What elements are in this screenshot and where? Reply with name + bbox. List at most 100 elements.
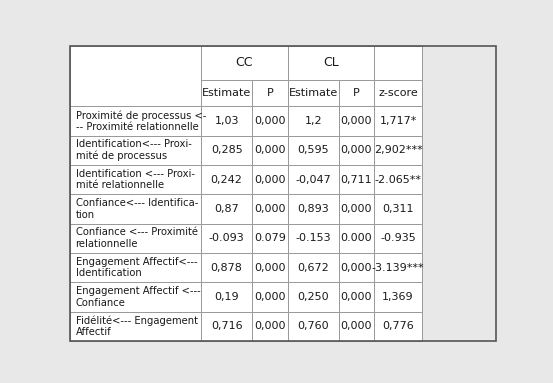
Text: 0,776: 0,776 xyxy=(382,321,414,331)
Text: 0,878: 0,878 xyxy=(211,263,243,273)
Text: 0.000: 0.000 xyxy=(341,233,372,243)
Bar xyxy=(201,253,252,282)
Text: 2,902***: 2,902*** xyxy=(374,146,422,155)
Bar xyxy=(70,106,201,136)
Text: 0,000: 0,000 xyxy=(341,321,372,331)
Text: CC: CC xyxy=(236,56,253,69)
Text: 1,717*: 1,717* xyxy=(379,116,417,126)
Bar xyxy=(338,311,374,341)
Bar xyxy=(288,46,374,80)
Text: Confiance <--- Proximité
relationnelle: Confiance <--- Proximité relationnelle xyxy=(76,228,197,249)
Text: 0,250: 0,250 xyxy=(298,292,329,302)
Bar xyxy=(288,106,338,136)
Text: 0,711: 0,711 xyxy=(341,175,372,185)
Bar xyxy=(374,136,422,165)
Text: 0,311: 0,311 xyxy=(382,204,414,214)
Bar xyxy=(288,224,338,253)
Bar xyxy=(374,311,422,341)
Text: 0,242: 0,242 xyxy=(211,175,243,185)
Bar xyxy=(252,282,288,311)
Text: Fidélité<--- Engagement
Affectif: Fidélité<--- Engagement Affectif xyxy=(76,315,197,337)
Text: 0,000: 0,000 xyxy=(341,263,372,273)
Bar xyxy=(70,194,201,224)
Text: -0.935: -0.935 xyxy=(380,233,416,243)
Text: 0,000: 0,000 xyxy=(341,116,372,126)
Bar xyxy=(374,165,422,194)
Bar xyxy=(201,282,252,311)
Text: 0,000: 0,000 xyxy=(254,204,286,214)
Text: 0,000: 0,000 xyxy=(341,146,372,155)
Text: 0,000: 0,000 xyxy=(341,204,372,214)
Text: -0.153: -0.153 xyxy=(295,233,331,243)
Text: Estimate: Estimate xyxy=(289,88,338,98)
Bar xyxy=(338,282,374,311)
Text: CL: CL xyxy=(323,56,339,69)
Text: P: P xyxy=(267,88,273,98)
Text: 0,87: 0,87 xyxy=(214,204,239,214)
Text: 0.079: 0.079 xyxy=(254,233,286,243)
Bar xyxy=(201,106,252,136)
Text: 0,000: 0,000 xyxy=(254,321,286,331)
Bar xyxy=(374,80,422,106)
Bar xyxy=(201,136,252,165)
Text: 0,760: 0,760 xyxy=(298,321,329,331)
Bar xyxy=(70,224,201,253)
Bar xyxy=(70,311,201,341)
Bar xyxy=(252,165,288,194)
Bar xyxy=(374,282,422,311)
Bar xyxy=(70,165,201,194)
Bar xyxy=(288,311,338,341)
Bar xyxy=(252,106,288,136)
Bar xyxy=(338,106,374,136)
Text: -0.093: -0.093 xyxy=(208,233,244,243)
Bar xyxy=(201,224,252,253)
Text: Identification<--- Proxi-
mité de processus: Identification<--- Proxi- mité de proces… xyxy=(76,139,191,162)
Text: -0,047: -0,047 xyxy=(295,175,331,185)
Bar xyxy=(252,224,288,253)
Bar xyxy=(338,136,374,165)
Bar xyxy=(201,194,252,224)
Text: Engagement Affectif <---
Confiance: Engagement Affectif <--- Confiance xyxy=(76,286,200,308)
Bar xyxy=(338,80,374,106)
Bar xyxy=(201,80,252,106)
Bar xyxy=(252,136,288,165)
Bar xyxy=(338,224,374,253)
Bar xyxy=(70,136,201,165)
Text: 0,000: 0,000 xyxy=(254,116,286,126)
Bar xyxy=(252,311,288,341)
Bar xyxy=(288,194,338,224)
Text: -2.065**: -2.065** xyxy=(374,175,421,185)
Bar xyxy=(338,194,374,224)
Bar xyxy=(374,224,422,253)
Bar xyxy=(288,282,338,311)
Text: Engagement Affectif<---
Identification: Engagement Affectif<--- Identification xyxy=(76,257,197,278)
Text: Estimate: Estimate xyxy=(202,88,251,98)
Text: 1,2: 1,2 xyxy=(304,116,322,126)
Bar xyxy=(374,253,422,282)
Bar xyxy=(338,253,374,282)
Text: 1,369: 1,369 xyxy=(382,292,414,302)
Text: Identification <--- Proxi-
mité relationnelle: Identification <--- Proxi- mité relation… xyxy=(76,169,195,190)
Text: 0,716: 0,716 xyxy=(211,321,242,331)
Bar xyxy=(252,80,288,106)
Text: 0,672: 0,672 xyxy=(298,263,329,273)
Text: 0,000: 0,000 xyxy=(341,292,372,302)
Text: 1,03: 1,03 xyxy=(215,116,239,126)
Text: Proximité de processus <-
-- Proximité relationnelle: Proximité de processus <- -- Proximité r… xyxy=(76,110,206,132)
Text: 0,19: 0,19 xyxy=(215,292,239,302)
Text: 0,595: 0,595 xyxy=(298,146,329,155)
Bar xyxy=(201,46,288,80)
Bar xyxy=(288,136,338,165)
Bar xyxy=(374,194,422,224)
Bar xyxy=(288,80,338,106)
Text: 0,893: 0,893 xyxy=(298,204,329,214)
Text: Confiance<--- Identifica-
tion: Confiance<--- Identifica- tion xyxy=(76,198,198,220)
Text: -3.139***: -3.139*** xyxy=(372,263,424,273)
Text: z-score: z-score xyxy=(378,88,418,98)
Text: 0,285: 0,285 xyxy=(211,146,243,155)
Bar xyxy=(70,282,201,311)
Text: 0,000: 0,000 xyxy=(254,263,286,273)
Bar xyxy=(288,165,338,194)
Bar xyxy=(70,46,201,106)
Text: 0,000: 0,000 xyxy=(254,146,286,155)
